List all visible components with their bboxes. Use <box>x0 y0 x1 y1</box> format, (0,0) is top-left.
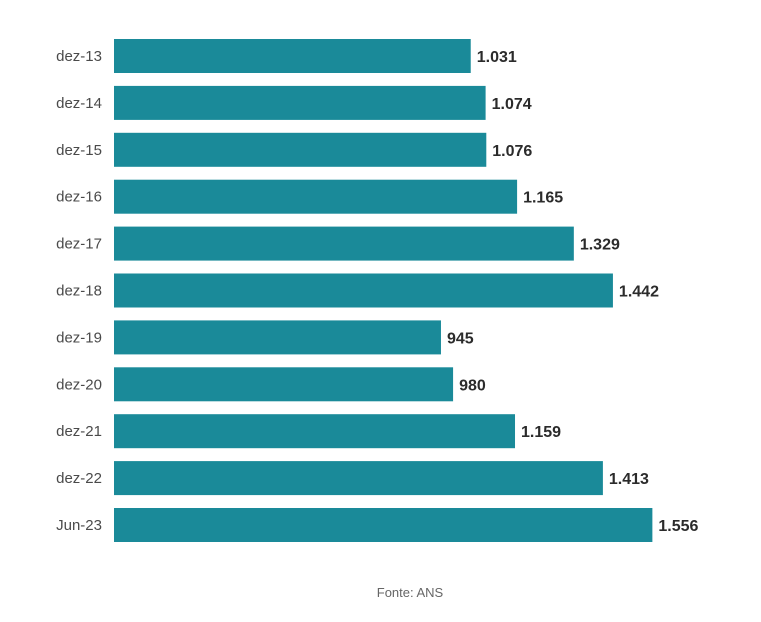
bar <box>114 132 487 167</box>
bar <box>114 179 518 214</box>
category-label: dez-19 <box>56 329 102 346</box>
bars-layer: dez-13 1.031 dez-14 1.074 dez-15 1.076 dez-16 1… <box>56 39 699 542</box>
data-label: 1.074 <box>492 96 532 113</box>
bar <box>114 414 516 449</box>
data-label: 1.159 <box>521 424 561 441</box>
bar <box>114 39 471 73</box>
data-label: 1.329 <box>580 237 620 254</box>
bar <box>114 226 574 261</box>
category-label: dez-15 <box>56 142 102 159</box>
source-note: Fonte: ANS <box>377 585 444 600</box>
category-label: dez-17 <box>56 236 102 253</box>
bar <box>114 320 441 355</box>
category-label: dez-14 <box>56 95 102 112</box>
category-label: dez-21 <box>56 423 102 440</box>
category-label: dez-20 <box>56 376 102 393</box>
bar <box>114 367 454 402</box>
data-label: 980 <box>459 377 486 394</box>
category-label: dez-18 <box>56 283 102 300</box>
data-label: 1.556 <box>658 518 698 535</box>
data-label: 945 <box>447 330 474 347</box>
category-label: dez-16 <box>56 189 102 206</box>
bar <box>114 85 486 120</box>
bar <box>114 273 613 308</box>
data-label: 1.165 <box>523 190 563 207</box>
category-label: dez-13 <box>56 48 102 65</box>
category-label: Jun-23 <box>56 517 102 534</box>
data-label: 1.442 <box>619 284 659 301</box>
category-label: dez-22 <box>56 470 102 487</box>
data-label: 1.031 <box>477 49 517 66</box>
data-label: 1.076 <box>492 143 532 160</box>
data-label: 1.413 <box>609 471 649 488</box>
bar <box>114 508 653 542</box>
bar <box>114 461 603 496</box>
